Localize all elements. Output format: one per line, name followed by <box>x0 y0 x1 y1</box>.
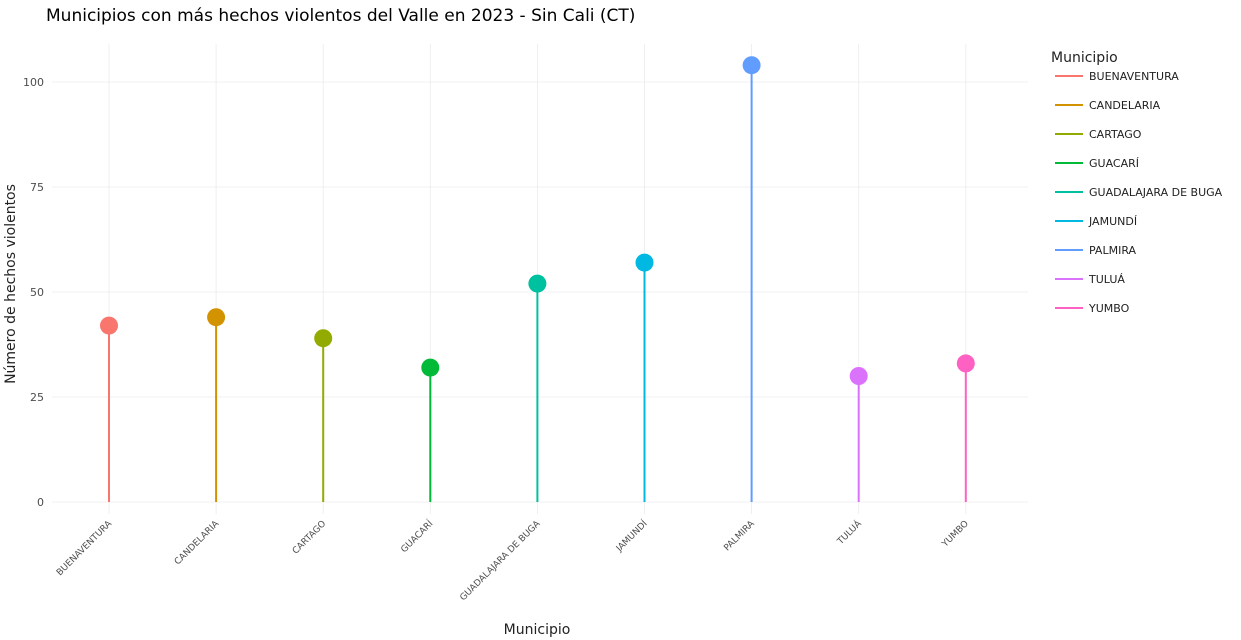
legend-item: GUADALAJARA DE BUGA <box>1055 186 1223 199</box>
x-tick-label: BUENAVENTURA <box>55 518 115 578</box>
legend-label: YUMBO <box>1088 302 1130 315</box>
legend-title: Municipio <box>1051 50 1118 66</box>
x-tick-label: CANDELARIA <box>173 518 222 567</box>
x-tick-label: JAMUNDÍ <box>613 517 650 554</box>
lollipop-point <box>100 316 118 335</box>
lollipop-point <box>314 329 333 348</box>
x-tick-label: PALMIRA <box>722 518 757 553</box>
y-tick-label: 75 <box>30 181 44 194</box>
lollipop-point <box>742 56 761 75</box>
legend-label: CARTAGO <box>1089 128 1142 141</box>
legend-label: JAMUNDÍ <box>1088 215 1137 228</box>
legend-label: BUENAVENTURA <box>1089 70 1179 83</box>
legend-item: JAMUNDÍ <box>1055 215 1137 228</box>
x-tick-label: YUMBO <box>940 519 971 550</box>
legend-item: CARTAGO <box>1055 128 1142 141</box>
legend-label: GUACARÍ <box>1089 157 1139 170</box>
lollipop-point <box>956 354 975 373</box>
y-tick-label: 100 <box>23 76 44 89</box>
x-tick-label: GUACARÍ <box>398 517 436 555</box>
lollipop-point <box>207 308 226 327</box>
y-tick-label: 50 <box>30 286 44 299</box>
lollipop-points <box>100 56 975 385</box>
legend-item: GUACARÍ <box>1055 157 1139 170</box>
legend-item: CANDELARIA <box>1055 99 1161 112</box>
y-tick-label: 0 <box>37 496 44 509</box>
lollipop-point <box>528 274 547 293</box>
legend-label: TULUÁ <box>1088 273 1125 286</box>
y-axis-ticks: 0 25 50 75 100 <box>23 76 44 509</box>
legend-label: GUADALAJARA DE BUGA <box>1089 186 1223 199</box>
lollipop-point <box>849 367 868 385</box>
x-axis-title: Municipio <box>504 622 571 638</box>
x-tick-label: GUADALAJARA DE BUGA <box>458 518 543 603</box>
lollipop-stems <box>108 65 967 502</box>
legend: Municipio BUENAVENTURA CANDELARIA CARTAGO G… <box>1051 50 1223 315</box>
legend-label: PALMIRA <box>1089 244 1137 257</box>
legend-item: BUENAVENTURA <box>1055 70 1179 83</box>
legend-item: PALMIRA <box>1055 244 1137 257</box>
lollipop-point <box>635 253 654 272</box>
legend-label: CANDELARIA <box>1089 99 1161 112</box>
legend-item: YUMBO <box>1055 302 1130 315</box>
y-tick-label: 25 <box>30 391 44 404</box>
legend-item: TULUÁ <box>1055 273 1125 286</box>
x-axis-ticks: BUENAVENTURA CANDELARIA CARTAGO GUACARÍ GUAD… <box>55 517 971 603</box>
x-tick-label: TULUÁ <box>834 517 865 548</box>
x-tick-label: CARTAGO <box>291 519 328 556</box>
lollipop-point <box>421 358 440 377</box>
y-axis-title: Número de hechos violentos <box>3 184 19 384</box>
chart-title: Municipios con más hechos violentos del … <box>46 6 635 26</box>
